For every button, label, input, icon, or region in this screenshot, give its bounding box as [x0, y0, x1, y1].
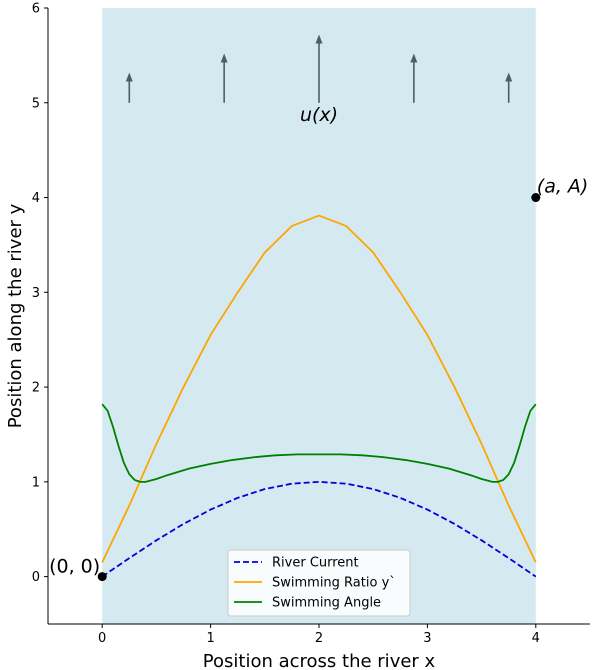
y-tick-label: 5	[32, 96, 40, 111]
current-arrow	[505, 72, 513, 103]
x-axis-label: Position across the river x	[203, 651, 436, 670]
legend-entry: Swimming Ratio y`	[234, 576, 396, 591]
series-layer	[101, 214, 537, 578]
legend: River Current Swimming Ratio y` Swimming A…	[227, 549, 411, 617]
current-arrow	[220, 53, 228, 103]
y-tick-label: 6	[32, 2, 40, 17]
legend-entries: River Current Swimming Ratio y` Swimming A…	[234, 556, 396, 611]
points-layer: (0, 0) (a, A)	[49, 176, 588, 582]
point-label: (0, 0)	[49, 556, 100, 578]
point-marker	[531, 193, 541, 203]
series-swimming-angle	[101, 403, 537, 483]
y-axis-label: Position along the river y	[5, 203, 26, 428]
arrow-head	[125, 72, 133, 82]
current-annotation: u(x)	[300, 104, 338, 126]
legend-label: Swimming Angle	[272, 596, 381, 611]
point-marker	[97, 572, 107, 582]
y-tick-label: 4	[32, 191, 40, 206]
y-tick-label: 3	[32, 286, 40, 301]
x-tick-label: 0	[98, 631, 106, 646]
legend-label: Swimming Ratio y`	[272, 576, 396, 591]
y-tick-label: 2	[32, 381, 40, 396]
x-tick-label: 4	[532, 631, 540, 646]
series-river-current	[101, 480, 537, 578]
legend-entry: River Current	[234, 556, 359, 571]
x-tick-label: 1	[206, 631, 214, 646]
arrow-head	[410, 53, 418, 63]
river-band	[102, 8, 536, 624]
series-swimming-ratio-y	[101, 214, 537, 563]
y-tick-label: 0	[32, 570, 40, 585]
arrow-head	[505, 72, 513, 82]
current-arrow	[315, 34, 323, 103]
current-arrow	[410, 53, 418, 103]
y-ticks: 0 1 2 3 4 5 6	[32, 2, 48, 585]
x-tick-label: 3	[423, 631, 431, 646]
current-arrow	[125, 72, 133, 103]
arrow-head	[220, 53, 228, 63]
x-tick-label: 2	[315, 631, 323, 646]
point-label: (a, A)	[537, 176, 589, 198]
current-arrows	[125, 34, 513, 103]
arrow-head	[315, 34, 323, 44]
y-tick-label: 1	[32, 475, 40, 490]
legend-entry: Swimming Angle	[234, 596, 381, 611]
legend-box	[227, 549, 411, 617]
legend-label: River Current	[272, 556, 359, 571]
x-ticks: 0 1 2 3 4	[98, 624, 540, 646]
